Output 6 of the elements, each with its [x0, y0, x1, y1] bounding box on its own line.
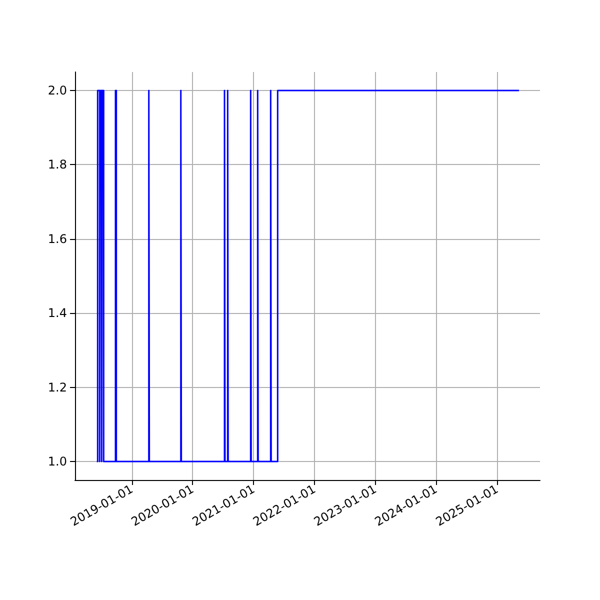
y-tick-label: 2.0: [48, 84, 67, 98]
y-tick-label: 1.4: [48, 306, 67, 320]
y-tick-label: 1.0: [48, 454, 67, 468]
y-tick-label: 1.6: [48, 232, 67, 246]
y-tick-label: 1.8: [48, 158, 67, 172]
y-tick-label: 1.2: [48, 380, 67, 394]
